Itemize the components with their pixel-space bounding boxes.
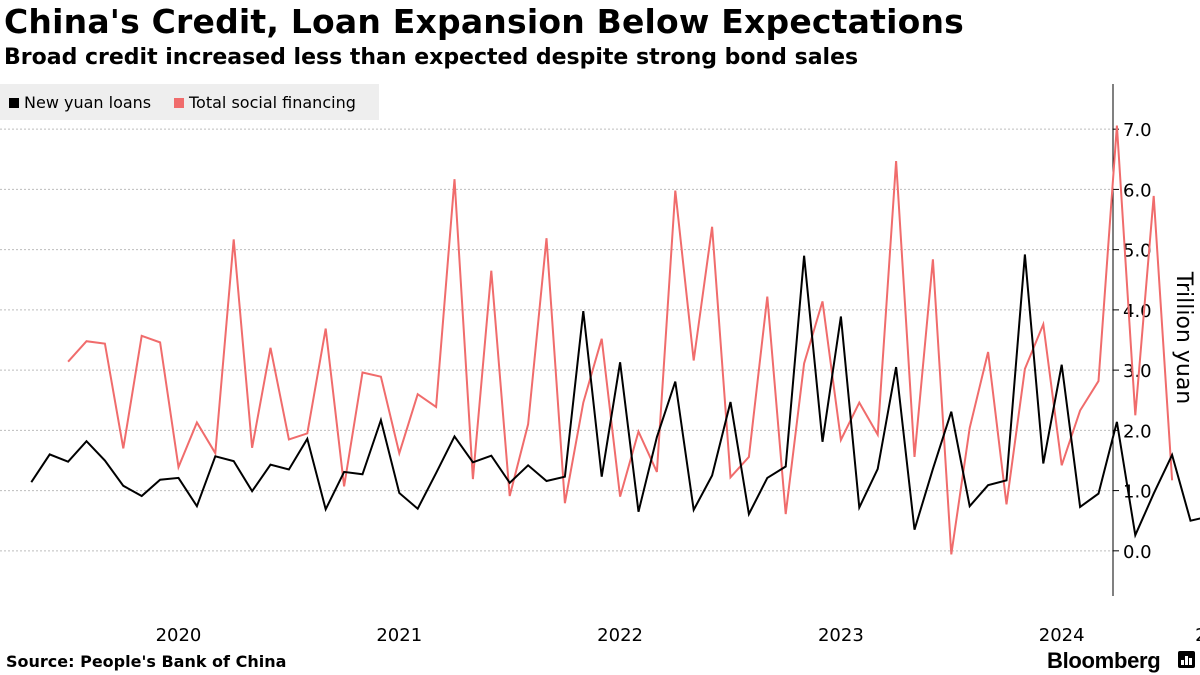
x-tick-label-2024: 2024 xyxy=(1039,625,1085,646)
legend: New yuan loans Total social financing xyxy=(0,84,379,120)
x-tick-label-2021: 2021 xyxy=(376,625,422,646)
source-note: Source: People's Bank of China xyxy=(6,652,287,671)
legend-item-tsf[interactable]: Total social financing xyxy=(174,93,356,112)
x-tick-label-2025: 2025 xyxy=(1195,625,1200,646)
series-line-new-yuan-loans xyxy=(30,254,1200,539)
legend-item-loans[interactable]: New yuan loans xyxy=(9,93,151,112)
y-tick-label-3.0: 3.0 xyxy=(1123,361,1152,382)
legend-swatch-loans xyxy=(9,97,19,108)
legend-swatch-tsf xyxy=(174,97,184,108)
legend-label-tsf: Total social financing xyxy=(189,93,356,112)
chart-subtitle: Broad credit increased less than expecte… xyxy=(4,45,859,70)
bloomberg-terminal-icon xyxy=(1178,651,1195,668)
x-tick-label-2020: 2020 xyxy=(156,625,202,646)
bloomberg-logo: Bloomberg xyxy=(1047,648,1161,673)
y-axis-label: Trillion yuan xyxy=(1171,271,1196,404)
x-tick-label-2023: 2023 xyxy=(818,625,864,646)
x-tick-label-2022: 2022 xyxy=(597,625,643,646)
chart-title: China's Credit, Loan Expansion Below Exp… xyxy=(4,2,965,41)
y-tick-label-7.0: 7.0 xyxy=(1123,120,1152,141)
legend-label-loans: New yuan loans xyxy=(24,93,152,112)
y-tick-label-6.0: 6.0 xyxy=(1123,180,1152,201)
series-line-total-social-financing xyxy=(67,125,1174,555)
y-tick-label-2.0: 2.0 xyxy=(1123,421,1152,442)
y-tick-label-5.0: 5.0 xyxy=(1123,241,1152,262)
y-tick-label-0.0: 0.0 xyxy=(1123,542,1152,563)
